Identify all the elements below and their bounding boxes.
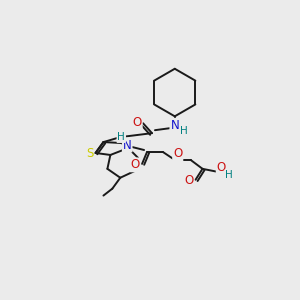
Text: O: O bbox=[133, 116, 142, 129]
Text: H: H bbox=[117, 132, 125, 142]
Text: O: O bbox=[217, 161, 226, 174]
Text: H: H bbox=[225, 170, 233, 180]
Text: O: O bbox=[130, 158, 140, 171]
Text: N: N bbox=[123, 139, 132, 152]
Text: O: O bbox=[184, 174, 193, 187]
Text: S: S bbox=[86, 148, 93, 160]
Text: N: N bbox=[170, 119, 179, 132]
Text: H: H bbox=[180, 126, 188, 136]
Text: O: O bbox=[173, 148, 182, 160]
